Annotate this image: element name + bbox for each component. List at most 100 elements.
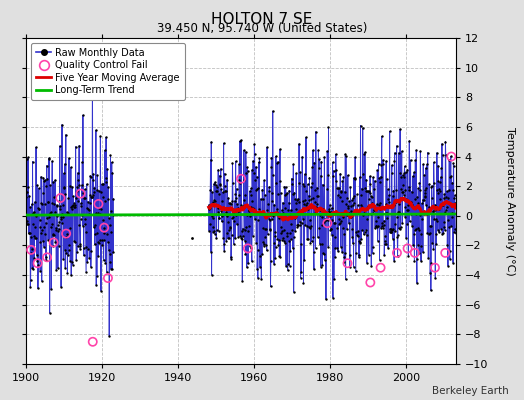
Point [289,289,298,295]
Point [294,222,302,228]
Point [328,232,336,238]
Point [254,275,262,281]
Point [268,216,276,223]
Point [336,188,345,194]
Point [382,158,390,164]
Point [79,222,87,229]
Point [246,204,255,211]
Point [22,194,30,201]
Point [244,168,252,174]
Point [105,250,114,257]
Point [411,210,420,217]
Point [268,108,277,114]
Point [84,207,93,213]
Text: 39.450 N, 95.740 W (United States): 39.450 N, 95.740 W (United States) [157,22,367,35]
Point [339,225,347,232]
Point [332,167,341,173]
Point [82,269,90,275]
Point [75,240,84,247]
Point [36,239,45,246]
Y-axis label: Temperature Anomaly (°C): Temperature Anomaly (°C) [505,127,515,275]
Point [283,233,291,240]
Point [272,160,281,166]
Point [350,193,358,199]
Point [81,195,89,202]
Point [89,338,97,345]
Point [106,222,114,228]
Point [381,209,390,216]
Point [297,275,305,281]
Point [420,172,428,178]
Point [232,158,240,165]
Point [409,204,418,210]
Point [377,133,386,140]
Point [227,254,235,260]
Point [72,188,81,195]
Point [287,236,296,243]
Point [103,239,112,245]
Point [337,189,345,195]
Point [53,203,61,209]
Point [315,156,323,163]
Point [292,200,301,206]
Point [445,157,453,163]
Point [62,249,70,256]
Point [411,250,419,256]
Point [388,162,396,168]
Point [223,176,231,183]
Point [260,192,269,198]
Point [209,224,217,231]
Point [357,192,365,198]
Point [290,234,298,240]
Point [59,256,68,262]
Point [292,197,301,204]
Point [375,257,384,263]
Point [440,191,449,198]
Point [221,188,230,194]
Point [330,168,338,174]
Point [447,210,456,216]
Point [337,198,346,204]
Point [362,226,370,233]
Point [379,222,388,228]
Point [34,285,42,292]
Point [224,235,232,242]
Point [84,198,92,205]
Point [95,240,103,246]
Point [49,231,57,238]
Point [79,190,88,196]
Point [71,204,79,210]
Point [240,177,248,184]
Point [88,194,96,200]
Point [431,201,439,208]
Point [102,174,111,181]
Point [314,147,323,153]
Point [32,144,40,150]
Point [424,204,433,210]
Point [340,254,348,260]
Point [39,178,48,184]
Point [46,310,54,316]
Point [324,217,332,223]
Point [49,242,57,249]
Point [102,134,110,140]
Point [255,159,263,166]
Point [436,174,445,180]
Point [396,126,405,132]
Point [447,153,455,160]
Point [422,202,430,208]
Point [286,248,294,254]
Point [439,230,447,236]
Point [414,200,423,207]
Point [26,230,34,236]
Point [55,218,63,225]
Point [354,228,363,234]
Text: Berkeley Earth: Berkeley Earth [432,386,508,396]
Point [410,226,419,233]
Point [398,220,407,226]
Point [413,280,421,286]
Point [57,215,65,222]
Point [52,267,60,273]
Point [316,263,325,270]
Point [413,242,422,248]
